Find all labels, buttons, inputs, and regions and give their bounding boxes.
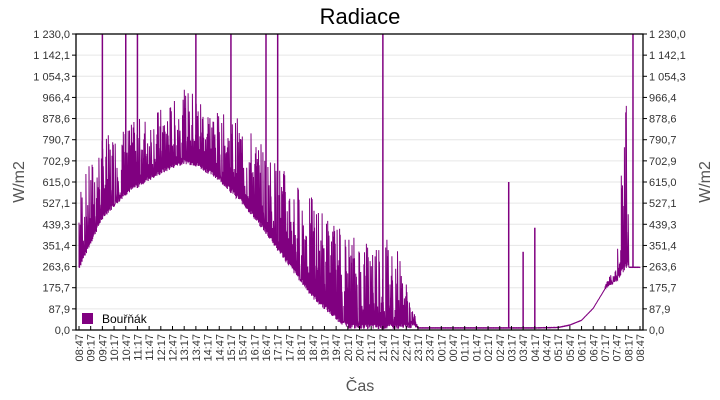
y-tick-label: 263,6 [42, 262, 70, 274]
x-tick-label: 19:17 [319, 334, 331, 362]
x-tick-label: 13:47 [191, 334, 203, 362]
x-tick-label: 02:17 [483, 334, 495, 362]
x-tick-label: 04:17 [530, 334, 542, 362]
x-tick-label: 15:47 [238, 334, 250, 362]
y-tick-label: 527,1 [649, 198, 677, 210]
x-tick-label: 09:17 [86, 334, 98, 362]
x-tick-label: 08:47 [74, 334, 86, 362]
x-tick-label: 01:47 [471, 334, 483, 362]
x-tick-label: 21:47 [378, 334, 390, 362]
y-tick-label: 878,6 [649, 114, 677, 126]
x-tick-label: 23:47 [425, 334, 437, 362]
y-tick-label: 702,9 [649, 156, 677, 168]
x-tick-label: 20:47 [355, 334, 367, 362]
x-tick-label: 03:47 [518, 334, 530, 362]
x-tick-label: 05:17 [553, 334, 565, 362]
y-tick-label: 351,4 [42, 240, 70, 252]
x-tick-label: 19:47 [331, 334, 343, 362]
series-bournak [78, 34, 641, 330]
legend-label: Bouřňák [102, 312, 148, 326]
y-axis-label-left: W/m2 [11, 161, 28, 203]
x-tick-label: 21:17 [366, 334, 378, 362]
x-tick-label: 11:47 [144, 334, 156, 361]
x-tick-label: 14:47 [214, 334, 226, 362]
x-tick-label: 10:47 [121, 334, 133, 362]
legend-swatch [82, 313, 93, 324]
y-tick-label: 175,7 [42, 283, 70, 295]
x-tick-label: 22:47 [401, 334, 413, 362]
y-axis-right: 0,0 87,9 175,7 263,6 351,4 439,3 527,1 615,0 702… [643, 29, 686, 337]
y-tick-label: 527,1 [42, 198, 70, 210]
x-tick-label: 06:17 [577, 334, 589, 362]
x-tick-label: 23:17 [413, 334, 425, 362]
y-tick-label: 1 054,3 [649, 71, 686, 83]
x-tick-label: 12:17 [156, 334, 168, 362]
x-tick-label: 05:47 [565, 334, 577, 362]
x-tick-label: 06:47 [588, 334, 600, 362]
y-tick-label: 878,6 [42, 114, 70, 126]
x-tick-label: 18:17 [296, 334, 308, 362]
y-tick-label: 1 142,1 [649, 50, 686, 62]
y-tick-label: 790,7 [42, 135, 70, 147]
y-tick-label: 439,3 [42, 219, 70, 231]
y-tick-label: 615,0 [649, 177, 677, 189]
y-tick-label: 1 054,3 [33, 71, 70, 83]
legend: Bouřňák [82, 312, 148, 326]
y-tick-label: 351,4 [649, 240, 677, 252]
x-tick-label: 07:47 [612, 334, 624, 362]
x-tick-label: 12:47 [168, 334, 180, 362]
y-tick-label: 1 142,1 [33, 50, 70, 62]
x-tick-label: 16:17 [249, 334, 261, 362]
x-tick-label: 16:47 [261, 334, 273, 362]
x-tick-label: 08:47 [635, 334, 647, 362]
x-tick-label: 07:17 [600, 334, 612, 362]
y-tick-label: 1 230,0 [649, 29, 686, 41]
y-tick-label: 439,3 [649, 219, 677, 231]
x-tick-label: 00:17 [436, 334, 448, 362]
x-tick-label: 20:17 [343, 334, 355, 362]
x-tick-label: 18:47 [308, 334, 320, 362]
y-axis-left: 0,0 87,9 175,7 263,6 351,4 439,3 527,1 615,0 702… [33, 29, 76, 337]
x-tick-label: 01:17 [460, 334, 472, 362]
x-tick-label: 17:47 [284, 334, 296, 362]
y-tick-label: 0,0 [55, 325, 70, 337]
x-tick-label: 17:17 [273, 334, 285, 362]
y-tick-label: 0,0 [649, 325, 664, 337]
x-tick-label: 03:17 [506, 334, 518, 362]
x-tick-label: 13:17 [179, 334, 191, 362]
x-tick-label: 09:47 [97, 334, 109, 362]
y-tick-label: 966,4 [42, 92, 70, 104]
y-tick-label: 702,9 [42, 156, 70, 168]
x-tick-label: 15:17 [226, 334, 238, 362]
chart-title: Radiace [319, 4, 401, 29]
x-tick-label: 04:47 [542, 334, 554, 362]
y-tick-label: 1 230,0 [33, 29, 70, 41]
y-tick-label: 615,0 [42, 177, 70, 189]
y-tick-label: 175,7 [649, 283, 677, 295]
x-tick-label: 14:17 [203, 334, 215, 362]
x-tick-label: 08:17 [623, 334, 635, 362]
y-tick-label: 790,7 [649, 135, 677, 147]
y-tick-label: 263,6 [649, 262, 677, 274]
y-tick-label: 966,4 [649, 92, 677, 104]
y-tick-label: 87,9 [649, 304, 670, 316]
x-tick-label: 00:47 [448, 334, 460, 362]
x-tick-label: 11:17 [132, 334, 144, 361]
x-axis: 08:47 09:17 09:47 10:17 10:47 11:17 11:47 12:17… [74, 326, 647, 362]
x-tick-label: 02:47 [495, 334, 507, 362]
x-tick-label: 22:17 [390, 334, 402, 362]
y-tick-label: 87,9 [49, 304, 70, 316]
x-tick-label: 10:17 [109, 334, 121, 362]
x-axis-label: Čas [346, 376, 374, 395]
y-axis-label-right: W/m2 [697, 161, 714, 203]
